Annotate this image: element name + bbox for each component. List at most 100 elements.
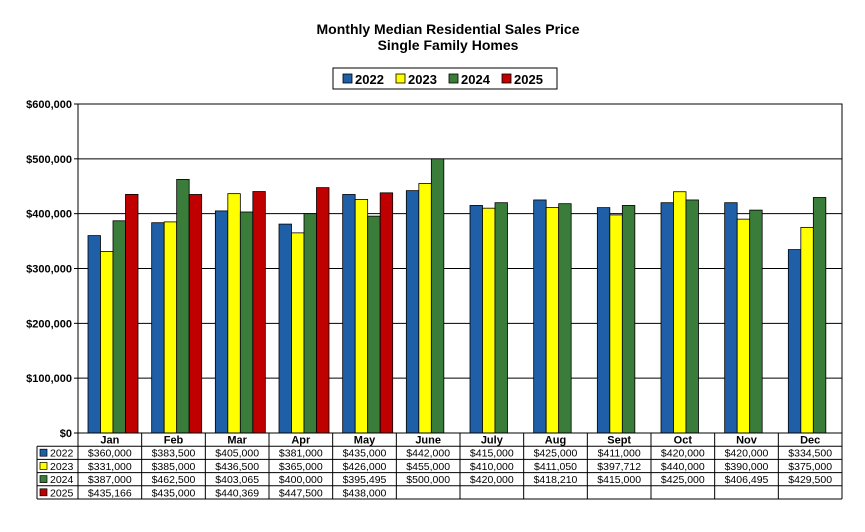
bar-2023-Aug bbox=[545, 207, 560, 434]
data-label: $397,712 bbox=[597, 461, 641, 473]
data-label: $415,000 bbox=[597, 474, 641, 486]
data-label: $375,000 bbox=[788, 461, 832, 473]
bar-2022-Dec bbox=[787, 249, 802, 434]
x-tick-label: Aug bbox=[545, 435, 566, 447]
x-tick-label: Apr bbox=[291, 435, 311, 447]
table-series-label: 2022 bbox=[50, 448, 74, 460]
data-label: $415,000 bbox=[470, 448, 514, 460]
data-label: $442,000 bbox=[406, 448, 450, 460]
data-label: $440,000 bbox=[661, 461, 705, 473]
bar-2023-Dec bbox=[800, 226, 814, 434]
data-label: $406,495 bbox=[725, 474, 769, 486]
bar-2022-Feb bbox=[151, 222, 165, 434]
chart-title: Monthly Median Residential Sales Price bbox=[317, 21, 580, 37]
data-table: Jan Feb Mar Apr May June July Aug Sept Oct Nov Dec 2… bbox=[36, 432, 843, 500]
bar-2023-May bbox=[354, 199, 369, 434]
legend-label-2022: 2022 bbox=[355, 72, 384, 87]
bar-2024-Apr bbox=[303, 213, 317, 434]
bar-2022-Sept bbox=[596, 207, 611, 434]
bar-2023-Feb bbox=[163, 221, 178, 434]
table-swatch-2023 bbox=[39, 462, 48, 470]
y-tick-label: $500,000 bbox=[26, 154, 72, 166]
bar-2025-Apr bbox=[316, 187, 330, 434]
y-tick-label: $100,000 bbox=[26, 373, 72, 385]
bar-2023-June bbox=[418, 183, 432, 434]
data-label: $385,000 bbox=[152, 461, 196, 473]
legend-swatch-2022 bbox=[342, 73, 353, 84]
data-label: $420,000 bbox=[470, 474, 514, 486]
legend-swatch-2024 bbox=[448, 73, 459, 84]
legend-label-2025: 2025 bbox=[514, 72, 543, 87]
data-label: $425,000 bbox=[534, 448, 578, 460]
bar-2023-Apr bbox=[291, 232, 305, 434]
data-label: $462,500 bbox=[152, 474, 196, 486]
bar-2022-Jan bbox=[87, 235, 101, 434]
table-swatch-2024 bbox=[39, 475, 48, 483]
bar-2022-Nov bbox=[724, 202, 738, 434]
data-label: $405,000 bbox=[215, 448, 259, 460]
data-label: $331,000 bbox=[88, 461, 132, 473]
data-label: $411,000 bbox=[598, 448, 641, 460]
bar-2023-Sept bbox=[609, 214, 623, 434]
data-label: $390,000 bbox=[725, 461, 769, 473]
data-label: $429,500 bbox=[788, 474, 832, 486]
bar-2022-Aug bbox=[533, 199, 547, 434]
x-tick-label: June bbox=[415, 435, 441, 447]
data-label: $365,000 bbox=[279, 461, 323, 473]
data-label: $435,000 bbox=[152, 487, 196, 499]
data-label: $383,500 bbox=[152, 448, 196, 460]
data-label: $435,000 bbox=[343, 448, 387, 460]
x-tick-label: May bbox=[354, 435, 376, 447]
bar-2022-Oct bbox=[660, 202, 674, 434]
data-label: $420,000 bbox=[725, 448, 769, 460]
y-tick-label: $600,000 bbox=[26, 99, 72, 111]
bar-2022-June bbox=[405, 190, 420, 434]
legend-label-2023: 2023 bbox=[408, 72, 437, 87]
legend-box bbox=[332, 67, 558, 90]
table-series-label: 2024 bbox=[50, 474, 74, 486]
legend: 2022 2023 2024 2025 bbox=[332, 67, 558, 90]
data-label: $381,000 bbox=[279, 448, 323, 460]
bar-2023-Nov bbox=[736, 218, 751, 434]
bar-2022-May bbox=[342, 194, 356, 434]
data-label: $500,000 bbox=[406, 474, 450, 486]
bar-2023-Oct bbox=[673, 191, 687, 434]
data-label: $411,050 bbox=[534, 461, 577, 473]
bar-2022-July bbox=[469, 205, 483, 434]
bar-2022-Apr bbox=[278, 223, 292, 434]
bar-2025-Jan bbox=[125, 193, 139, 434]
data-label: $418,210 bbox=[534, 474, 578, 486]
chart-subtitle: Single Family Homes bbox=[378, 37, 519, 53]
bar-2023-Jan bbox=[100, 251, 114, 434]
bar-2024-Oct bbox=[685, 199, 699, 434]
data-label: $438,000 bbox=[343, 487, 387, 499]
data-label: $403,065 bbox=[215, 474, 259, 486]
bar-2022-Mar bbox=[214, 210, 229, 434]
x-tick-label: Nov bbox=[736, 435, 758, 447]
x-tick-label: Sept bbox=[607, 435, 631, 447]
data-label: $395,495 bbox=[343, 474, 387, 486]
y-tick-label: $0 bbox=[60, 428, 72, 440]
bar-2024-Mar bbox=[239, 211, 254, 434]
y-tick-label: $300,000 bbox=[26, 264, 72, 276]
bar-2024-Nov bbox=[749, 209, 763, 434]
data-label: $410,000 bbox=[470, 461, 514, 473]
bar-2023-July bbox=[482, 207, 496, 434]
legend-swatch-2023 bbox=[395, 73, 406, 84]
data-label: $435,166 bbox=[88, 487, 132, 499]
bar-2024-June bbox=[430, 158, 445, 434]
bar-2023-Mar bbox=[227, 193, 241, 434]
bar-2024-Dec bbox=[812, 197, 827, 434]
data-label: $360,000 bbox=[88, 448, 132, 460]
x-tick-label: Jan bbox=[100, 435, 119, 447]
bar-2024-Jan bbox=[112, 220, 126, 434]
x-tick-label: Oct bbox=[674, 435, 693, 447]
plot-area: $0 $100,000 $200,000 $300,000 $400,000 $500,0… bbox=[26, 99, 843, 440]
x-tick-label: Dec bbox=[800, 435, 820, 447]
bar-2025-May bbox=[379, 192, 394, 434]
y-tick-label: $400,000 bbox=[26, 209, 72, 221]
data-label: $387,000 bbox=[88, 474, 132, 486]
data-label: $334,500 bbox=[788, 448, 832, 460]
